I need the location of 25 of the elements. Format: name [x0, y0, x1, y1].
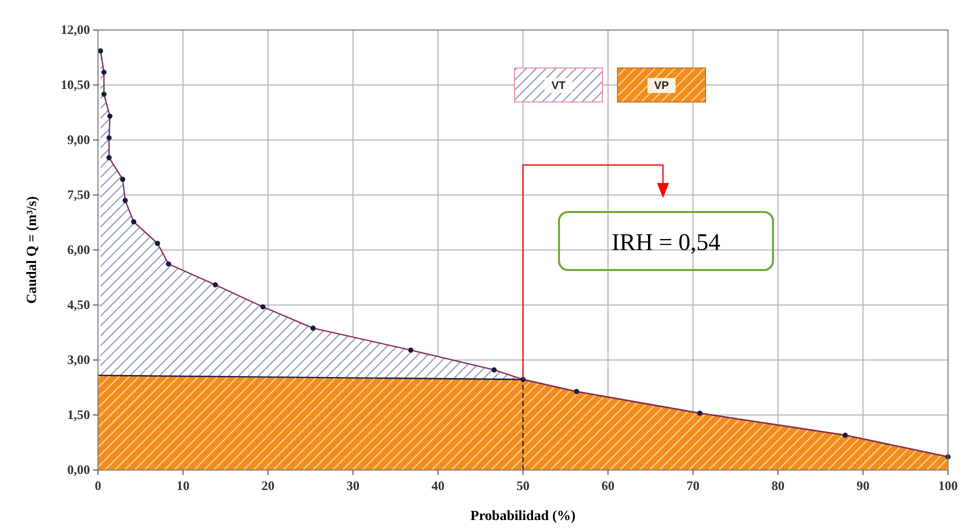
y-tick-label: 3,00 [67, 352, 90, 367]
y-tick-label: 10,50 [60, 77, 90, 92]
x-tick-label: 100 [938, 478, 958, 493]
x-tick-label: 30 [346, 478, 360, 493]
x-axis-title: Probabilidad (%) [470, 509, 576, 524]
y-tick-label: 1,50 [67, 407, 90, 422]
text: VT [551, 80, 566, 92]
y-tick-label: 7,50 [67, 187, 90, 202]
x-tick-label: 40 [432, 478, 444, 493]
y-tick-label: 4,50 [67, 297, 90, 312]
x-tick-label: 80 [772, 478, 784, 493]
x-tick-label: 10 [176, 478, 190, 493]
annotation: IRH = 0,54 [612, 230, 720, 256]
x-tick-label: 0 [94, 478, 102, 493]
x-tick-label: 60 [602, 478, 614, 493]
x-tick-label: 20 [262, 478, 274, 493]
y-tick-label: 12,00 [60, 22, 90, 37]
x-tick-label: 50 [516, 478, 530, 493]
y-tick-label: 0,00 [67, 462, 90, 477]
x-tick-label: 90 [856, 478, 870, 493]
y-tick-label: 9,00 [67, 132, 90, 147]
y-tick-label: 6,00 [67, 242, 90, 257]
y-axis-title: Caudal Q = (m³/s) [25, 196, 40, 304]
x-tick-label: 70 [686, 478, 700, 493]
text: VP [654, 80, 669, 92]
